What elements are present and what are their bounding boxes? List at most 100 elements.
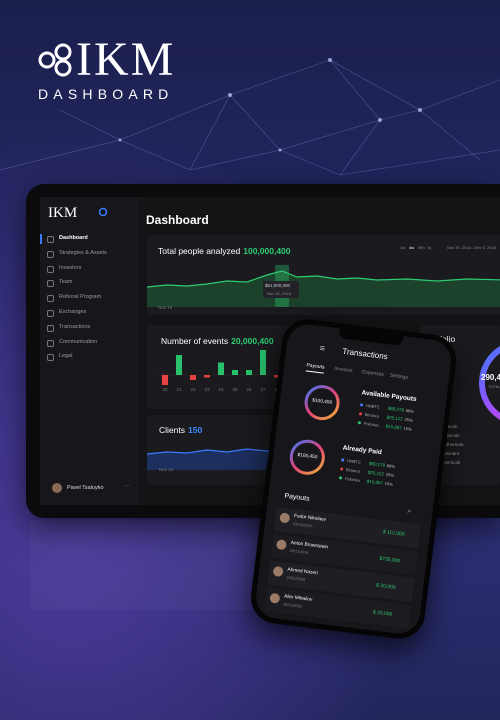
graphic — [47, 339, 54, 347]
graphic — [47, 236, 54, 243]
range-tab[interactable]: 1w — [400, 245, 406, 250]
coin-name: Bitcoin — [444, 424, 458, 429]
menu-icon — [47, 310, 54, 317]
item-share: 15% — [403, 425, 412, 432]
events-label: Number of events — [161, 336, 229, 346]
menu-item[interactable]: Legal — [59, 353, 73, 360]
day-label: 22 — [190, 387, 196, 392]
sidebar-brand: IKM — [48, 205, 78, 221]
day-label: 26 — [246, 387, 252, 392]
active-indicator — [40, 234, 42, 244]
coin-name: Ethereum — [444, 442, 464, 447]
page-title: Dashboard — [146, 213, 209, 227]
people-label: Total people analyzed — [158, 246, 241, 256]
menu-item[interactable]: Referral Program — [59, 294, 102, 301]
menu-icon — [47, 339, 54, 347]
portfolio-ring — [479, 346, 500, 420]
logo-brand: IKM — [76, 33, 176, 86]
people-title: Total people analyzed 100,000,400 — [158, 246, 291, 256]
day-label: 20 — [162, 387, 168, 392]
logo-mark — [38, 43, 72, 77]
people-card: Total people analyzed 100,000,400 1w 4w Mth 1… — [147, 235, 500, 315]
logo-subtitle: DASHBOARD — [38, 86, 174, 102]
graphic — [47, 354, 54, 362]
people-line — [147, 270, 500, 288]
user-more: ··· — [124, 483, 130, 489]
graphic — [47, 280, 54, 288]
graphic — [47, 295, 54, 303]
menu-icon — [47, 236, 54, 243]
events-title: Number of events 20,000,400 — [161, 336, 274, 346]
item-share: 25% — [385, 471, 395, 478]
portfolio-total: 290,400 — [481, 373, 500, 382]
menu-icon — [47, 354, 54, 362]
x-label: Nov 22 — [159, 467, 174, 472]
day-label: 23 — [204, 387, 210, 392]
day-label: 25 — [232, 387, 238, 392]
event-bar — [190, 375, 196, 380]
notification-icon — [98, 207, 108, 217]
item-share: 15% — [384, 480, 393, 487]
events-value: 20,000,400 — [231, 336, 274, 346]
clients-label: Clients — [159, 425, 185, 435]
day-label: 21 — [176, 387, 182, 392]
menu-icon — [47, 280, 54, 288]
clients-value: 150 — [187, 425, 203, 435]
user-name: Pavel Tsaluyko — [67, 485, 104, 491]
tooltip-value: $61,000,000 — [265, 283, 291, 288]
payout-ring — [289, 439, 325, 475]
graphic — [479, 346, 500, 420]
event-bar — [176, 355, 182, 375]
graphic — [47, 324, 54, 332]
event-bar — [218, 362, 224, 375]
range-tab[interactable]: 4w — [409, 245, 415, 250]
people-value: 100,000,400 — [243, 246, 291, 256]
coin-name: Monero — [444, 451, 460, 456]
coin-name: Litecoin — [444, 433, 460, 438]
item-share: 60% — [405, 407, 415, 414]
day-label: 24 — [218, 387, 224, 392]
graphic — [289, 385, 340, 475]
graphic — [47, 265, 54, 273]
menu-icon — [47, 250, 54, 258]
event-bar — [232, 370, 238, 375]
event-bar — [260, 350, 266, 375]
menu-item[interactable]: Strategies & Assets — [59, 249, 107, 256]
phone-frame: ≡ Transactions Payouts Invoices Expenses Sett… — [248, 316, 459, 642]
item-share: 60% — [386, 462, 396, 469]
phone-screen: ≡ Transactions Payouts Invoices Expenses Sett… — [253, 322, 454, 636]
graphic — [147, 265, 500, 307]
menu-item[interactable]: Communication — [59, 338, 98, 345]
event-bar — [162, 375, 168, 385]
user-avatar — [52, 483, 62, 493]
menu-item[interactable]: Investors — [59, 264, 82, 271]
portfolio-total-label: TOTAL — [488, 384, 500, 389]
item-share: 25% — [404, 416, 413, 423]
tooltip-date: Nov 30, 2018 — [267, 291, 291, 296]
day-label: 27 — [260, 387, 266, 392]
coin-name: Vertcoin — [444, 460, 461, 465]
graphic — [47, 310, 54, 317]
menu-item[interactable]: Transactions — [59, 323, 91, 330]
event-bar — [246, 370, 252, 375]
menu-item[interactable]: Dashboard — [59, 235, 88, 241]
range-tab[interactable]: Mth — [418, 245, 425, 250]
menu-item[interactable]: Team — [59, 279, 73, 286]
people-area — [147, 271, 500, 307]
clients-title: Clients 150 — [159, 425, 202, 435]
sidebar: IKM Dashboard Strategies & Assets Investors… — [40, 197, 138, 505]
menu-icon — [47, 295, 54, 303]
x-label: Nov 19 — [158, 305, 173, 310]
date-range: Nov 30, 2018 - Dec 5, 2018 — [447, 245, 496, 250]
range-tab[interactable]: 1y — [427, 245, 432, 250]
tooltip — [263, 281, 299, 298]
payout-ring — [304, 385, 340, 421]
graphic — [47, 250, 54, 258]
graphic — [98, 207, 108, 217]
event-bar — [204, 375, 210, 378]
menu-icon — [47, 265, 54, 273]
menu-icon — [47, 324, 54, 332]
menu-item[interactable]: Exchanges — [59, 309, 87, 315]
